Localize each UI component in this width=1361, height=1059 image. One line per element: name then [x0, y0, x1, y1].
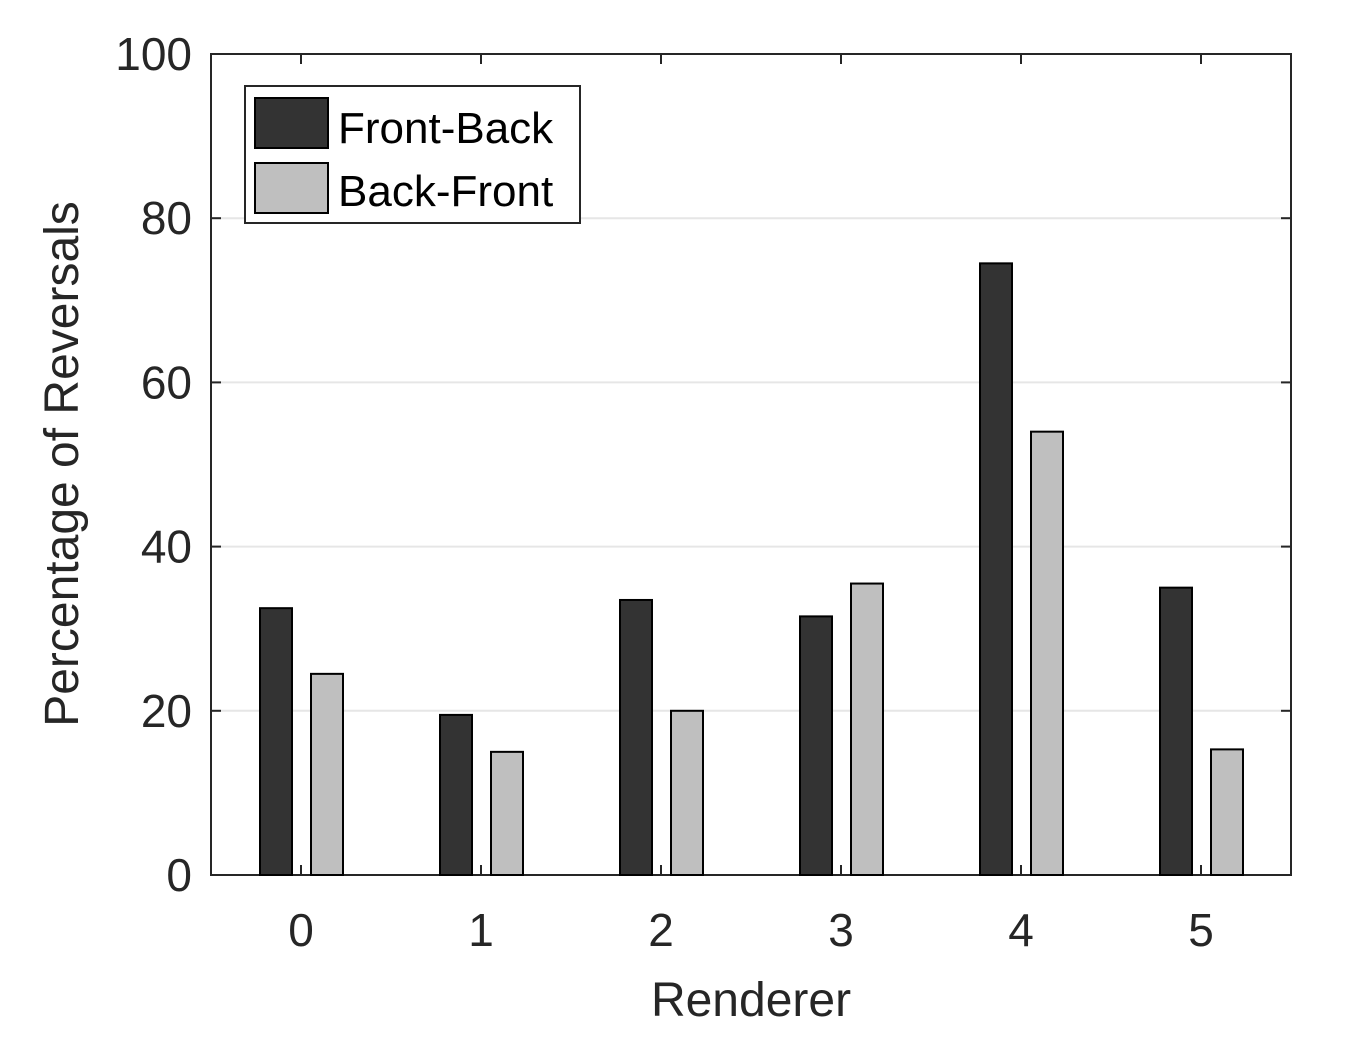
bars — [259, 262, 1244, 877]
bar-front-back-1 — [439, 713, 473, 877]
x-tick-label: 5 — [1188, 904, 1214, 956]
y-tick-label: 20 — [141, 685, 192, 737]
legend-label-back-front: Back-Front — [338, 167, 553, 216]
y-axis-label: Percentage of Reversals — [36, 201, 89, 727]
y-tick-label: 0 — [166, 849, 192, 901]
plot-area — [210, 53, 1292, 876]
bar-back-front-1 — [490, 750, 524, 876]
x-tick-label: 1 — [468, 904, 494, 956]
bar-front-back-3 — [799, 615, 833, 876]
legend-label-front-back: Front-Back — [338, 104, 554, 153]
bar-back-front-5 — [1210, 748, 1244, 877]
legend-swatch-back-front — [254, 162, 329, 214]
bar-back-front-2 — [670, 709, 704, 876]
x-axis-label: Renderer — [651, 974, 851, 1027]
y-tick-labels: 0 20 40 60 80 100 — [115, 28, 192, 901]
bar-front-back-2 — [619, 598, 653, 877]
x-tick-label: 3 — [828, 904, 854, 956]
bar-front-back-5 — [1159, 586, 1193, 877]
bar-back-front-0 — [310, 672, 344, 876]
y-tick-label: 100 — [115, 28, 192, 80]
x-tick-label: 0 — [288, 904, 314, 956]
y-tick-label: 80 — [141, 192, 192, 244]
bar-back-front-3 — [850, 582, 884, 876]
axis-ticks — [211, 53, 1291, 876]
bar-front-back-4 — [979, 262, 1013, 877]
legend-swatch-front-back — [254, 97, 329, 149]
x-tick-label: 4 — [1008, 904, 1034, 956]
x-tick-label: 2 — [648, 904, 674, 956]
bar-back-front-4 — [1030, 430, 1064, 876]
legend: Front-Back Back-Front — [244, 85, 581, 224]
y-tick-label: 40 — [141, 521, 192, 573]
y-tick-label: 60 — [141, 356, 192, 408]
x-tick-labels: 0 1 2 3 4 5 — [288, 904, 1214, 956]
bar-front-back-0 — [259, 607, 293, 876]
